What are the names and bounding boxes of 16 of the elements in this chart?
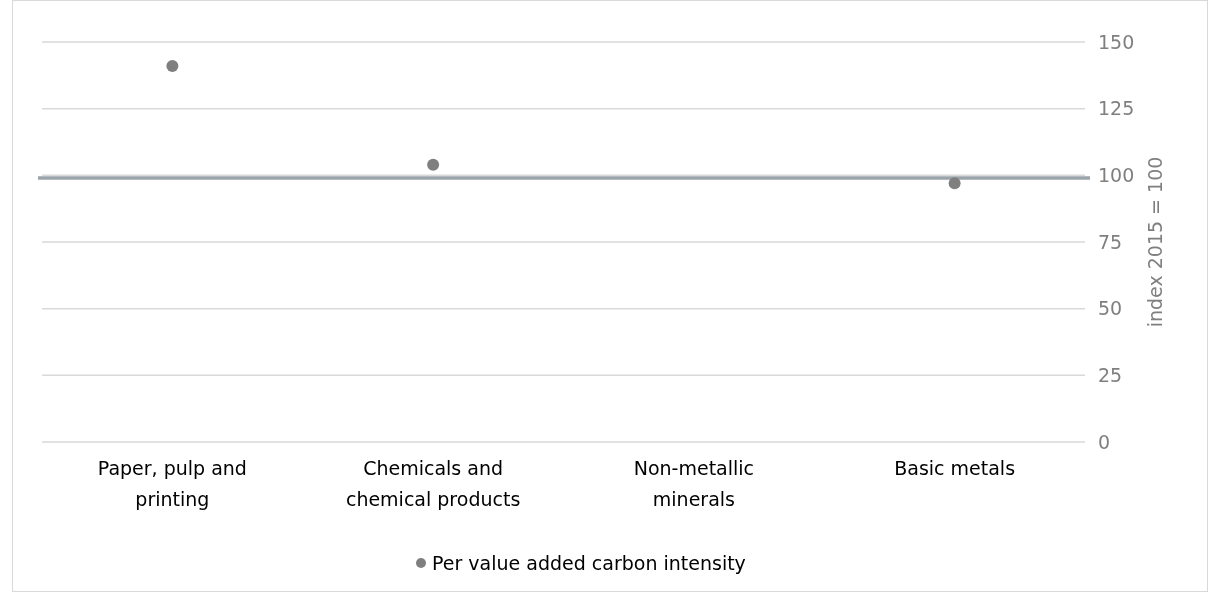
y-tick-label: 25 <box>1098 363 1123 386</box>
y-tick-label: 100 <box>1098 163 1135 186</box>
legend-label: Per value added carbon intensity <box>432 551 746 574</box>
point <box>948 177 961 190</box>
y-axis-title: index 2015 = 100 <box>1144 156 1166 328</box>
x-tick-label: Basic metals <box>894 457 1016 479</box>
y-tick-label: 0 <box>1098 430 1111 453</box>
x-tick-label: Chemicals and chemical products <box>345 457 521 510</box>
x-tick-label: Non-metallic minerals <box>633 457 755 510</box>
y-tick-label: 75 <box>1098 230 1123 253</box>
y-tick-label: 50 <box>1098 297 1123 320</box>
point <box>166 60 179 72</box>
y-tick-label: 150 <box>1098 30 1135 53</box>
point <box>427 158 440 171</box>
y-tick-label: 125 <box>1098 97 1135 120</box>
x-tick-label: Paper, pulp and printing <box>97 457 247 510</box>
